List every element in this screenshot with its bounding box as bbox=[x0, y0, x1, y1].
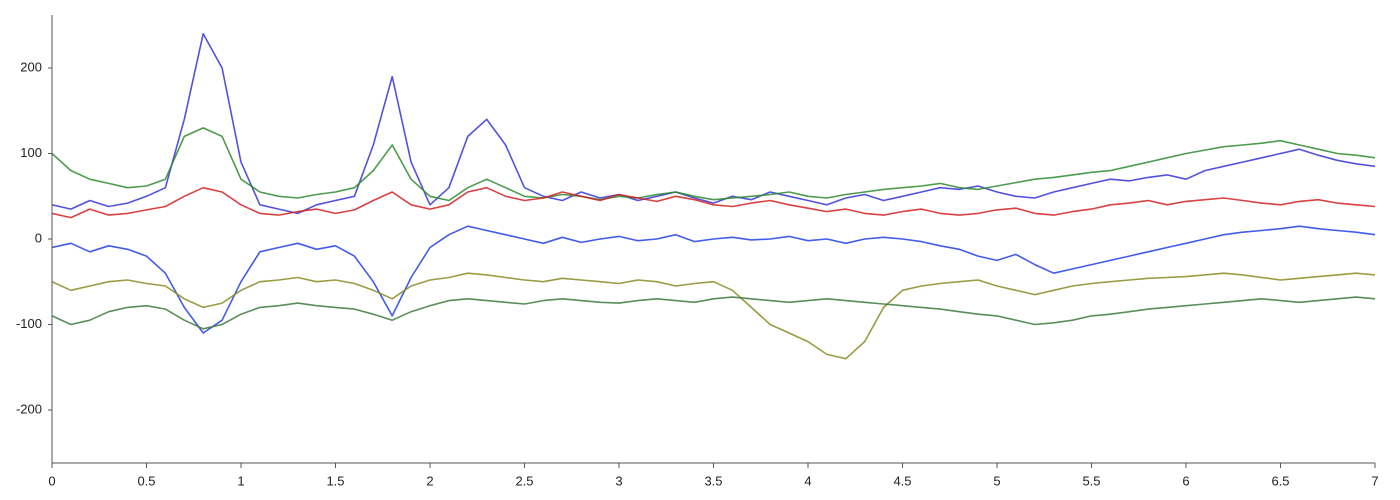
x-tick-label: 0.5 bbox=[137, 473, 155, 488]
x-tick-label: 3 bbox=[615, 473, 622, 488]
x-tick-label: 2.5 bbox=[515, 473, 533, 488]
x-tick-label: 6.5 bbox=[1271, 473, 1289, 488]
y-tick-label: -100 bbox=[16, 316, 42, 331]
series-line bbox=[52, 33, 1375, 215]
x-tick-label: 3.5 bbox=[704, 473, 722, 488]
y-tick-label: 200 bbox=[20, 59, 42, 74]
x-tick-label: 4 bbox=[804, 473, 811, 488]
x-tick-label: 5.5 bbox=[1082, 473, 1100, 488]
y-tick-label: 0 bbox=[35, 230, 42, 245]
x-tick-label: 0 bbox=[48, 473, 55, 488]
x-tick-label: 7 bbox=[1371, 473, 1378, 488]
x-tick-label: 6 bbox=[1182, 473, 1189, 488]
series-line bbox=[52, 186, 1375, 219]
x-tick-label: 1.5 bbox=[326, 473, 344, 488]
x-tick-label: 5 bbox=[993, 473, 1000, 488]
series-line bbox=[52, 296, 1375, 330]
series-line bbox=[52, 225, 1375, 334]
series-line bbox=[52, 272, 1375, 360]
x-tick-label: 1 bbox=[237, 473, 244, 488]
series-line bbox=[52, 127, 1375, 202]
plot-area bbox=[52, 33, 1375, 360]
y-tick-label: -200 bbox=[16, 401, 42, 416]
y-tick-label: 100 bbox=[20, 145, 42, 160]
x-tick-label: 2 bbox=[426, 473, 433, 488]
x-tick-label: 4.5 bbox=[893, 473, 911, 488]
